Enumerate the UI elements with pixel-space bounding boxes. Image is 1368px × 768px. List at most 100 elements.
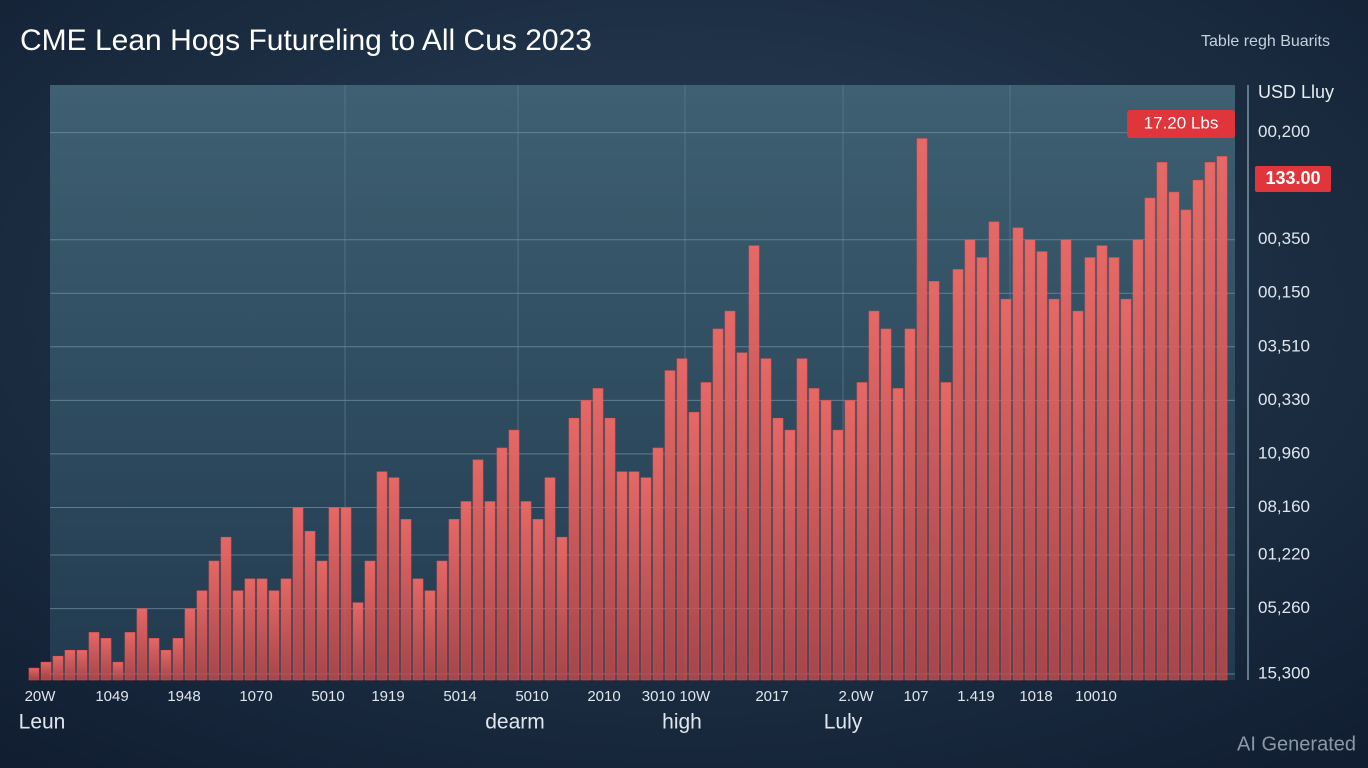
x-tick-label: 1070 <box>239 688 272 705</box>
bar <box>1180 209 1192 681</box>
bar <box>196 590 208 681</box>
bar <box>1048 298 1060 681</box>
bar <box>244 578 256 681</box>
bar <box>412 578 424 681</box>
y-tick-label: 15,300 <box>1258 664 1310 683</box>
bar <box>1144 197 1156 681</box>
annotation: 17.20 Lbs <box>1144 113 1219 132</box>
bar <box>388 477 400 681</box>
overlay: 17.20 Lbs 133.00 <box>1127 110 1331 192</box>
bar <box>688 411 700 681</box>
y-tick-label: 03,510 <box>1258 336 1310 355</box>
bar <box>292 507 304 681</box>
bar <box>184 608 196 681</box>
bar <box>364 560 376 681</box>
bar <box>604 417 616 681</box>
bar <box>580 400 592 681</box>
bar <box>976 257 988 681</box>
bar <box>808 388 820 681</box>
bar <box>280 578 292 681</box>
bar <box>652 447 664 681</box>
x-group-label: Leun <box>19 711 66 734</box>
bars <box>28 132 1235 681</box>
bar <box>496 447 508 681</box>
bar <box>748 245 760 681</box>
bar <box>856 382 868 681</box>
bar <box>568 417 580 681</box>
bar <box>112 661 124 681</box>
bar <box>868 310 880 681</box>
bar <box>1168 191 1180 681</box>
bar <box>28 667 40 681</box>
bar <box>1000 298 1012 681</box>
y-axis-label: USD Lluy <box>1258 82 1334 102</box>
bar <box>1156 162 1168 681</box>
bar <box>268 590 280 681</box>
bar <box>1036 251 1048 681</box>
x-tick-label: 5014 <box>443 688 476 705</box>
bar <box>892 388 904 681</box>
bar <box>316 560 328 681</box>
bar <box>556 536 568 681</box>
bar <box>700 382 712 681</box>
bar <box>1132 239 1144 681</box>
bar <box>724 310 736 681</box>
bar <box>760 358 772 681</box>
chart-title: CME Lean Hogs Futureling to All Cus 2023 <box>20 24 592 57</box>
bar <box>484 501 496 681</box>
bar <box>532 519 544 681</box>
x-tick-label: 5010 <box>311 688 344 705</box>
bar <box>904 328 916 681</box>
bar <box>520 501 532 681</box>
bar <box>76 649 88 681</box>
x-tick-label: 2010 <box>587 688 620 705</box>
y-tick-label: 01,220 <box>1258 545 1310 564</box>
y-tick-label: 05,260 <box>1258 598 1310 617</box>
x-tick-label: 1919 <box>371 688 404 705</box>
bar <box>1204 162 1216 681</box>
bar <box>124 632 136 681</box>
bar <box>844 400 856 681</box>
bar <box>256 578 268 681</box>
bar <box>88 632 100 681</box>
bar <box>1072 310 1084 681</box>
bar <box>640 477 652 681</box>
x-group-label: Luly <box>824 711 863 734</box>
y-tick-label: 08,160 <box>1258 497 1310 516</box>
bar <box>544 477 556 681</box>
x-tick-label: 2.0W <box>838 688 874 705</box>
bar <box>820 400 832 681</box>
bar <box>1096 245 1108 681</box>
bar <box>832 429 844 681</box>
x-tick-label: 10010 <box>1075 688 1117 705</box>
bar <box>460 501 472 681</box>
subtitle: Table regh Buarits <box>1201 33 1330 50</box>
bar <box>1192 179 1204 681</box>
bar <box>160 649 172 681</box>
bar <box>1120 298 1132 681</box>
bar <box>340 507 352 681</box>
bar <box>328 507 340 681</box>
bar <box>712 328 724 681</box>
bar <box>304 530 316 681</box>
x-tick-label: 3010 10W <box>642 688 711 705</box>
bar <box>232 590 244 681</box>
x-tick-label: 1948 <box>167 688 200 705</box>
x-tick-label: 2017 <box>755 688 788 705</box>
annotation-box <box>1255 166 1331 192</box>
y-tick-label: 00,150 <box>1258 283 1310 302</box>
x-tick-label: 107 <box>903 688 928 705</box>
bar <box>136 608 148 681</box>
annotation: 133.00 <box>1265 168 1320 188</box>
bar <box>376 471 388 681</box>
y-tick-label: 00,200 <box>1258 122 1310 141</box>
x-tick-label: 1.419 <box>957 688 995 705</box>
bar <box>664 370 676 681</box>
watermark: AI Generated <box>1237 733 1356 755</box>
bar <box>448 519 460 681</box>
y-tick-label: 00,330 <box>1258 390 1310 409</box>
bar <box>472 459 484 681</box>
y-tick-label: 00,350 <box>1258 229 1310 248</box>
